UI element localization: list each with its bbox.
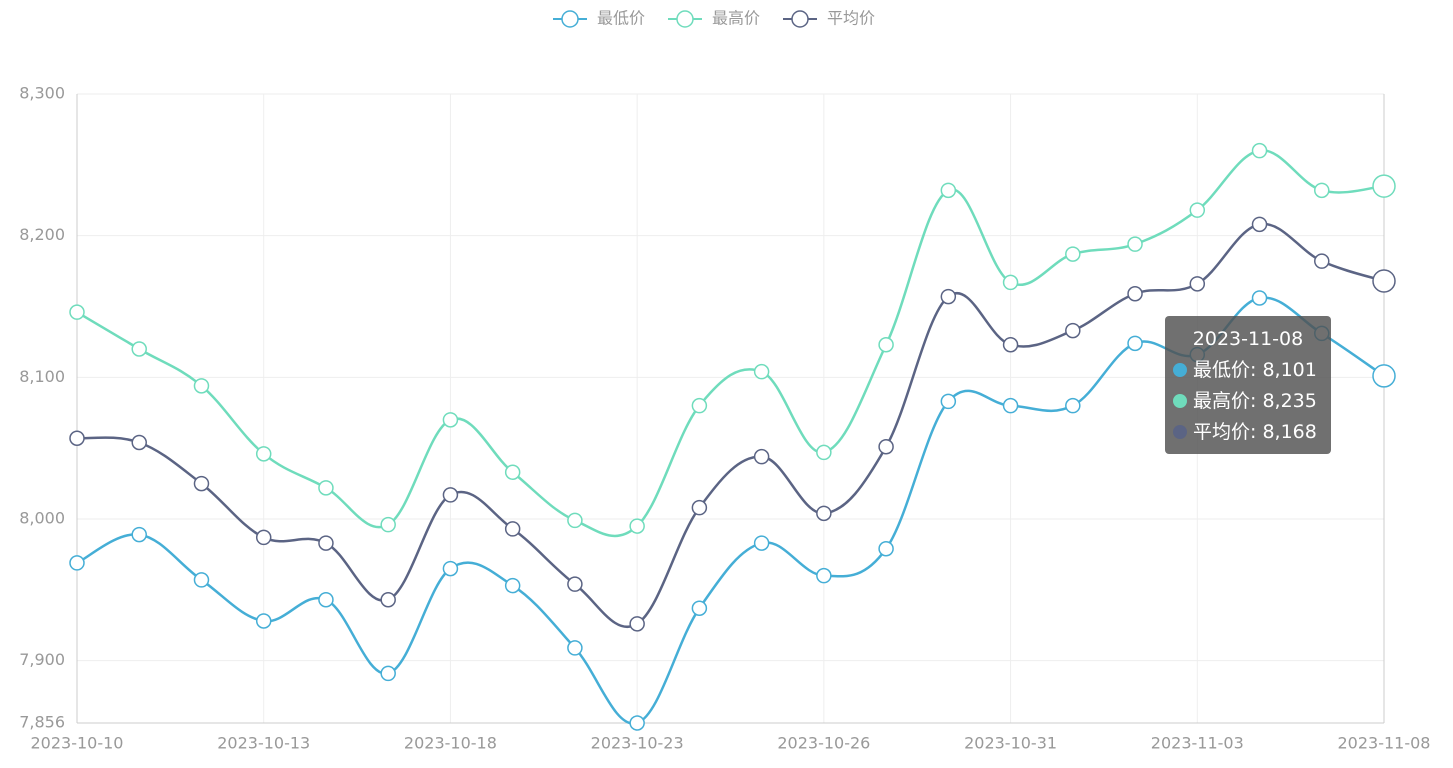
data-point	[318, 535, 334, 551]
data-point	[567, 512, 583, 529]
data-point	[318, 480, 334, 496]
tooltip-text: 平均价: 8,168	[1193, 421, 1317, 443]
x-tick-label: 2023-11-08	[1338, 734, 1431, 753]
data-point	[442, 412, 459, 428]
data-point	[380, 665, 396, 682]
legend-label: 平均价	[827, 9, 875, 28]
data-point	[1127, 335, 1143, 352]
y-tick-label: 7,856	[19, 713, 65, 732]
data-point	[1127, 236, 1143, 252]
tooltip-row: 平均价: 8,168	[1173, 417, 1323, 448]
data-point	[1372, 269, 1396, 293]
data-point	[1251, 290, 1268, 306]
data-point	[255, 529, 272, 546]
tooltip-marker	[1173, 394, 1187, 408]
tooltip-marker	[1173, 425, 1187, 439]
legend-marker	[561, 10, 579, 28]
data-point	[567, 576, 583, 592]
data-point	[691, 499, 708, 516]
data-point	[753, 535, 770, 551]
data-point	[1002, 397, 1019, 414]
data-point	[69, 304, 85, 320]
tooltip-text: 最低价: 8,101	[1193, 359, 1317, 381]
data-point	[69, 430, 85, 446]
data-point	[380, 592, 396, 608]
data-point	[69, 555, 85, 571]
data-point	[878, 337, 894, 353]
data-point	[193, 475, 210, 492]
data-point	[629, 616, 645, 632]
y-tick-label: 8,300	[19, 84, 65, 103]
data-point	[504, 577, 521, 594]
data-point	[193, 572, 210, 588]
data-point	[1002, 337, 1019, 353]
data-point	[1314, 253, 1330, 269]
x-tick-label: 2023-10-26	[777, 734, 870, 753]
series-line	[76, 222, 1385, 628]
tooltip: 2023-11-08 最低价: 8,101 最高价: 8,235 平均价: 8,16…	[1165, 316, 1331, 454]
data-point	[1251, 142, 1268, 159]
tooltip-title: 2023-11-08	[1192, 328, 1304, 350]
data-point	[131, 526, 147, 543]
data-point	[255, 613, 272, 629]
y-tick-label: 8,100	[19, 367, 65, 386]
x-tick-label: 2023-11-03	[1151, 734, 1244, 753]
data-point	[131, 434, 147, 451]
data-point	[1002, 274, 1019, 291]
data-point	[504, 521, 521, 537]
data-point	[1372, 364, 1396, 388]
data-point	[629, 715, 645, 731]
data-point	[878, 541, 894, 557]
data-point	[1372, 174, 1396, 198]
data-point	[504, 464, 521, 480]
tooltip-row: 最高价: 8,235	[1173, 386, 1323, 417]
legend-marker	[791, 10, 809, 28]
data-point	[753, 448, 770, 465]
data-point	[816, 505, 832, 522]
data-point	[629, 518, 645, 534]
data-point	[567, 640, 583, 656]
x-tick-label: 2023-10-23	[591, 734, 684, 753]
data-point	[380, 516, 396, 533]
data-point	[1314, 182, 1330, 199]
data-point	[753, 363, 770, 380]
data-point	[442, 560, 459, 577]
x-tick-label: 2023-10-13	[217, 734, 310, 753]
data-point	[1065, 322, 1081, 339]
data-point	[816, 444, 832, 461]
x-tick-label: 2023-10-31	[964, 734, 1057, 753]
data-point	[1065, 397, 1081, 414]
x-tick-label: 2023-10-18	[404, 734, 497, 753]
data-point	[1189, 202, 1206, 218]
data-point	[878, 439, 894, 455]
data-point	[255, 446, 272, 462]
data-point	[940, 288, 957, 305]
data-point	[442, 487, 459, 503]
data-point	[318, 592, 334, 608]
data-point	[1189, 276, 1206, 292]
data-point	[1127, 286, 1143, 302]
data-point	[1251, 216, 1268, 233]
data-point	[940, 182, 957, 199]
y-tick-label: 8,200	[19, 225, 65, 244]
data-point	[816, 567, 832, 584]
legend-label: 最高价	[712, 9, 760, 28]
data-point	[131, 341, 147, 357]
data-point	[940, 393, 957, 410]
tooltip-marker	[1173, 363, 1187, 377]
data-point	[1065, 246, 1081, 262]
legend-marker	[676, 10, 694, 28]
data-point	[193, 378, 210, 394]
tooltip-text: 最高价: 8,235	[1193, 390, 1317, 412]
x-tick-label: 2023-10-10	[31, 734, 124, 753]
series-line	[76, 296, 1385, 725]
data-point	[691, 397, 708, 414]
y-tick-label: 8,000	[19, 509, 65, 528]
legend-label: 最低价	[597, 9, 645, 28]
tooltip-row: 最低价: 8,101	[1173, 355, 1323, 386]
data-point	[691, 600, 708, 616]
y-tick-label: 7,900	[19, 650, 65, 669]
